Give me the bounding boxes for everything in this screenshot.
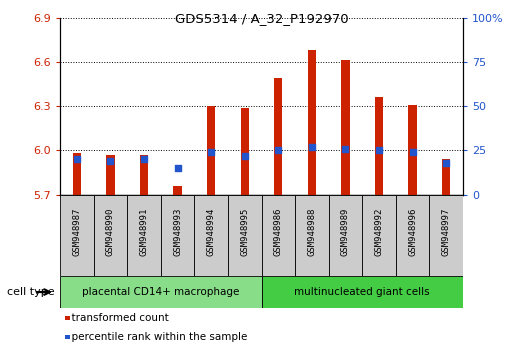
- Text: GSM948986: GSM948986: [274, 208, 283, 256]
- Bar: [396, 195, 429, 276]
- Bar: [262, 276, 463, 308]
- Text: transformed count: transformed count: [65, 313, 169, 323]
- Text: GSM948996: GSM948996: [408, 208, 417, 256]
- Bar: [341, 61, 349, 195]
- Text: percentile rank within the sample: percentile rank within the sample: [65, 332, 248, 342]
- Text: GSM948997: GSM948997: [441, 208, 451, 256]
- Text: cell type: cell type: [7, 287, 55, 297]
- Bar: [362, 195, 396, 276]
- Bar: [262, 195, 295, 276]
- Bar: [73, 153, 81, 195]
- Text: placental CD14+ macrophage: placental CD14+ macrophage: [82, 287, 240, 297]
- Bar: [127, 195, 161, 276]
- Bar: [375, 97, 383, 195]
- Text: GSM948990: GSM948990: [106, 208, 115, 256]
- Point: [207, 149, 215, 155]
- Point: [241, 153, 249, 159]
- Bar: [174, 186, 182, 195]
- Bar: [195, 195, 228, 276]
- Bar: [241, 108, 249, 195]
- Text: GSM948989: GSM948989: [341, 208, 350, 256]
- Point: [341, 146, 349, 152]
- Bar: [60, 276, 262, 308]
- Text: GSM948987: GSM948987: [72, 208, 82, 256]
- Bar: [408, 105, 417, 195]
- Text: GSM948992: GSM948992: [374, 208, 383, 256]
- Point: [408, 149, 417, 155]
- Bar: [60, 195, 94, 276]
- Point: [174, 165, 182, 171]
- Bar: [328, 195, 362, 276]
- Text: multinucleated giant cells: multinucleated giant cells: [294, 287, 430, 297]
- Bar: [429, 195, 463, 276]
- Text: GSM948993: GSM948993: [173, 208, 182, 256]
- Bar: [308, 50, 316, 195]
- Point: [140, 156, 148, 162]
- Text: GSM948988: GSM948988: [308, 208, 316, 256]
- Bar: [94, 195, 127, 276]
- Point: [274, 148, 282, 153]
- Bar: [140, 155, 148, 195]
- Text: GSM948995: GSM948995: [240, 208, 249, 256]
- Bar: [274, 78, 282, 195]
- Bar: [207, 106, 215, 195]
- Text: GDS5314 / A_32_P192970: GDS5314 / A_32_P192970: [175, 12, 348, 25]
- Point: [106, 158, 115, 164]
- Bar: [161, 195, 195, 276]
- Point: [308, 144, 316, 150]
- Bar: [106, 155, 115, 195]
- Bar: [228, 195, 262, 276]
- Bar: [295, 195, 328, 276]
- Bar: [442, 159, 450, 195]
- Text: GSM948991: GSM948991: [140, 208, 149, 256]
- Point: [442, 160, 450, 166]
- Text: GSM948994: GSM948994: [207, 208, 215, 256]
- Point: [73, 156, 81, 162]
- Point: [375, 148, 383, 153]
